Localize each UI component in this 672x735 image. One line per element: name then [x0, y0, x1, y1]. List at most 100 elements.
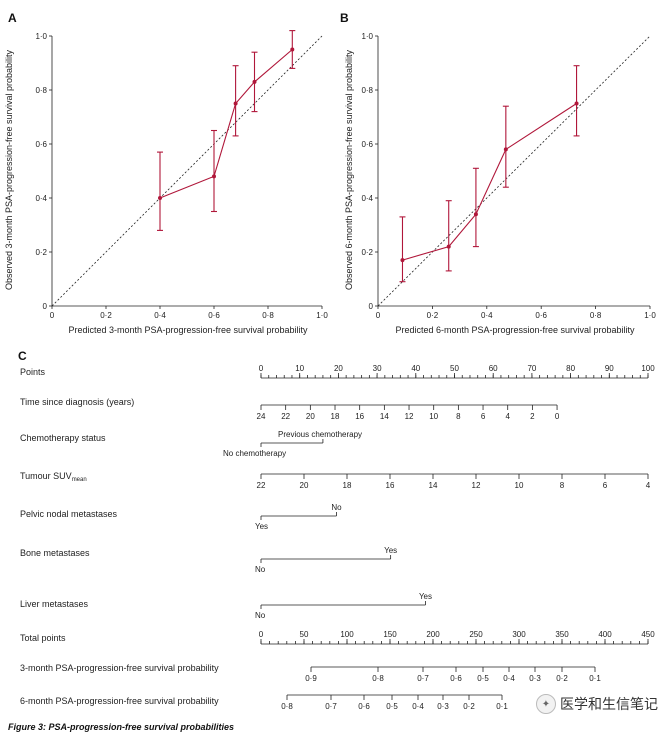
- nomogram-tick-label: 0·5: [386, 702, 398, 711]
- nomogram-tick-label: 30: [373, 364, 382, 373]
- nomogram-tick-label: 150: [383, 630, 397, 639]
- nomogram-tick-label: 0·4: [503, 674, 515, 683]
- factor-level-label: Previous chemotherapy: [278, 430, 362, 439]
- nomogram-tick-label: 40: [411, 364, 420, 373]
- panel-b-x-ticks: 0 0·2 0·4 0·6 0·8 1·0: [376, 306, 656, 320]
- panel-b-calibration-plot: B 0 0·2 0·4 0·6 0·8 1·0 0 0·2 0·4 0·6 0·8 1·0 Pred…: [340, 11, 656, 335]
- x-tick-label: 0·6: [535, 311, 547, 320]
- x-tick-label: 0: [50, 311, 55, 320]
- nomogram-tick-label: 0·1: [496, 702, 508, 711]
- data-point: [574, 101, 579, 106]
- nomogram-tick-label: 60: [489, 364, 498, 373]
- nomogram-tick-label: 0·9: [305, 674, 317, 683]
- y-tick-label: 0·6: [35, 140, 47, 149]
- data-point: [158, 196, 162, 200]
- nomogram-tick-label: 12: [472, 481, 481, 490]
- factor-level-label: Yes: [255, 522, 268, 531]
- nomogram-row-label: Time since diagnosis (years): [20, 397, 134, 407]
- y-tick-label: 0: [369, 302, 374, 311]
- nomogram-tick-label: 0·3: [529, 674, 541, 683]
- x-tick-label: 0·2: [427, 311, 439, 320]
- nomogram-tick-label: 80: [566, 364, 575, 373]
- x-tick-label: 0·8: [590, 311, 602, 320]
- panel-a-axes: [51, 35, 323, 307]
- y-tick-label: 0·2: [35, 248, 47, 257]
- factor-level-label: No: [255, 611, 266, 620]
- y-tick-label: 0·6: [361, 140, 373, 149]
- nomogram-tick-label: 16: [355, 412, 364, 421]
- panel-b-y-axis-label: Observed 6-month PSA-progression-free su…: [344, 49, 354, 290]
- nomogram-tick-label: 8: [456, 412, 461, 421]
- factor-level-label: Yes: [384, 546, 397, 555]
- watermark: ✦ 医学和生信笔记: [536, 694, 658, 714]
- nomogram-tick-label: 2: [530, 412, 535, 421]
- panel-b-x-axis-label: Predicted 6-month PSA-progression-free s…: [395, 325, 635, 335]
- nomogram-tick-label: 50: [300, 630, 309, 639]
- x-tick-label: 0·2: [100, 311, 112, 320]
- nomogram-row-label: Points: [20, 367, 46, 377]
- nomogram-tick-label: 0·1: [589, 674, 601, 683]
- panel-b-letter: B: [340, 11, 349, 25]
- nomogram-row-label: 3-month PSA-progression-free survival pr…: [20, 663, 219, 673]
- nomogram-tick-label: 10: [295, 364, 304, 373]
- nomogram-tick-label: 4: [505, 412, 510, 421]
- nomogram-tick-label: 20: [300, 481, 309, 490]
- b-reference-diagonal: [377, 35, 651, 307]
- nomogram-tick-label: 300: [512, 630, 526, 639]
- nomogram-tick-label: 70: [527, 364, 536, 373]
- nomogram-tick-label: 0·8: [372, 674, 384, 683]
- nomogram-tick-label: 0·3: [437, 702, 449, 711]
- x-tick-label: 0: [376, 311, 381, 320]
- nomogram-row-label: Chemotherapy status: [20, 433, 106, 443]
- nomogram-tick-label: 6: [603, 481, 608, 490]
- x-tick-label: 0·4: [481, 311, 493, 320]
- y-tick-label: 1·0: [361, 32, 373, 41]
- panel-a-series: [157, 30, 296, 231]
- factor-level-label: No: [331, 503, 342, 512]
- panel-a-y-ticks: 0 0·2 0·4 0·6 0·8 1·0: [35, 32, 52, 311]
- nomogram-tick-label: 0·7: [417, 674, 429, 683]
- nomogram-tick-label: 6: [481, 412, 486, 421]
- calibration-line: [402, 103, 577, 261]
- nomogram-tick-label: 0·5: [477, 674, 489, 683]
- panel-a-y-axis-label: Observed 3-month PSA-progression-free su…: [4, 49, 14, 290]
- nomogram-tick-label: 4: [646, 481, 651, 490]
- y-tick-label: 0·4: [35, 194, 47, 203]
- data-point: [290, 47, 295, 52]
- nomogram-tick-label: 0: [259, 630, 264, 639]
- nomogram-tick-label: 10: [515, 481, 524, 490]
- nomogram-tick-label: 18: [331, 412, 340, 421]
- nomogram-tick-label: 0·7: [325, 702, 337, 711]
- nomogram-tick-label: 20: [334, 364, 343, 373]
- nomogram-tick-label: 10: [429, 412, 438, 421]
- data-point: [446, 244, 451, 249]
- calibration-line: [159, 49, 293, 199]
- nomogram-tick-label: 16: [386, 481, 395, 490]
- nomogram-tick-label: 18: [343, 481, 352, 490]
- nomogram-tick-label: 50: [450, 364, 459, 373]
- panel-c-letter: C: [18, 349, 27, 363]
- nomogram-tick-label: 12: [405, 412, 414, 421]
- nomogram-tick-label: 350: [555, 630, 569, 639]
- panel-b-y-ticks: 0 0·2 0·4 0·6 0·8 1·0: [361, 32, 378, 311]
- nomogram-tick-label: 100: [340, 630, 354, 639]
- panel-b-axes: [377, 35, 651, 307]
- y-tick-label: 0·2: [361, 248, 373, 257]
- nomogram-row-label: Bone metastases: [20, 548, 90, 558]
- x-tick-label: 1·0: [644, 311, 656, 320]
- watermark-text: 医学和生信笔记: [560, 697, 658, 713]
- nomogram-row-label: Tumour SUVmean: [20, 471, 87, 483]
- panel-b-series: [399, 65, 580, 283]
- nomogram-row-label: Liver metastases: [20, 599, 89, 609]
- panel-a-letter: A: [8, 11, 17, 25]
- data-point: [400, 258, 405, 263]
- nomogram-tick-label: 90: [605, 364, 614, 373]
- nomogram-tick-label: 14: [429, 481, 438, 490]
- nomogram-tick-label: 0: [555, 412, 560, 421]
- nomogram-tick-label: 22: [281, 412, 290, 421]
- nomogram-tick-label: 0: [259, 364, 264, 373]
- y-tick-label: 1·0: [35, 32, 47, 41]
- nomogram-row-label: 6-month PSA-progression-free survival pr…: [20, 696, 219, 706]
